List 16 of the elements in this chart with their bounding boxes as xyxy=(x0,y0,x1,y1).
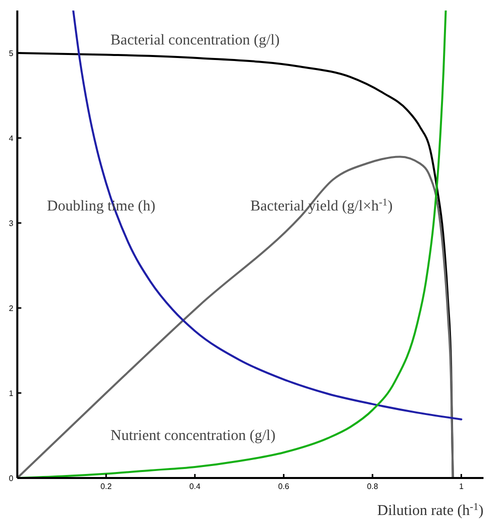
x-tick-label: 0.2 xyxy=(100,482,112,491)
line-series xyxy=(17,156,454,478)
x-tick-label: 0.8 xyxy=(366,482,379,491)
annotation: Nutrient concentration (g/l) xyxy=(110,428,276,444)
y-tick-label: 2 xyxy=(8,304,14,313)
y-tick-label: 1 xyxy=(8,389,14,398)
annotation: Bacterial concentration (g/l) xyxy=(110,32,280,48)
y-tick-label: 5 xyxy=(8,49,14,58)
y-tick-label: 3 xyxy=(8,219,14,228)
x-tick-label: 0.6 xyxy=(278,482,290,491)
annotation: Bacterial yield (g/l×h$^{-1}$) xyxy=(250,196,393,214)
x-tick-label: 0.4 xyxy=(189,482,202,491)
y-tick-label: 4 xyxy=(8,134,14,143)
x-tick-label: 1 xyxy=(459,482,464,491)
x-axis-title: Dilution rate (h$^{-1}$) xyxy=(377,502,484,519)
y-tick-label: 0 xyxy=(8,474,14,483)
